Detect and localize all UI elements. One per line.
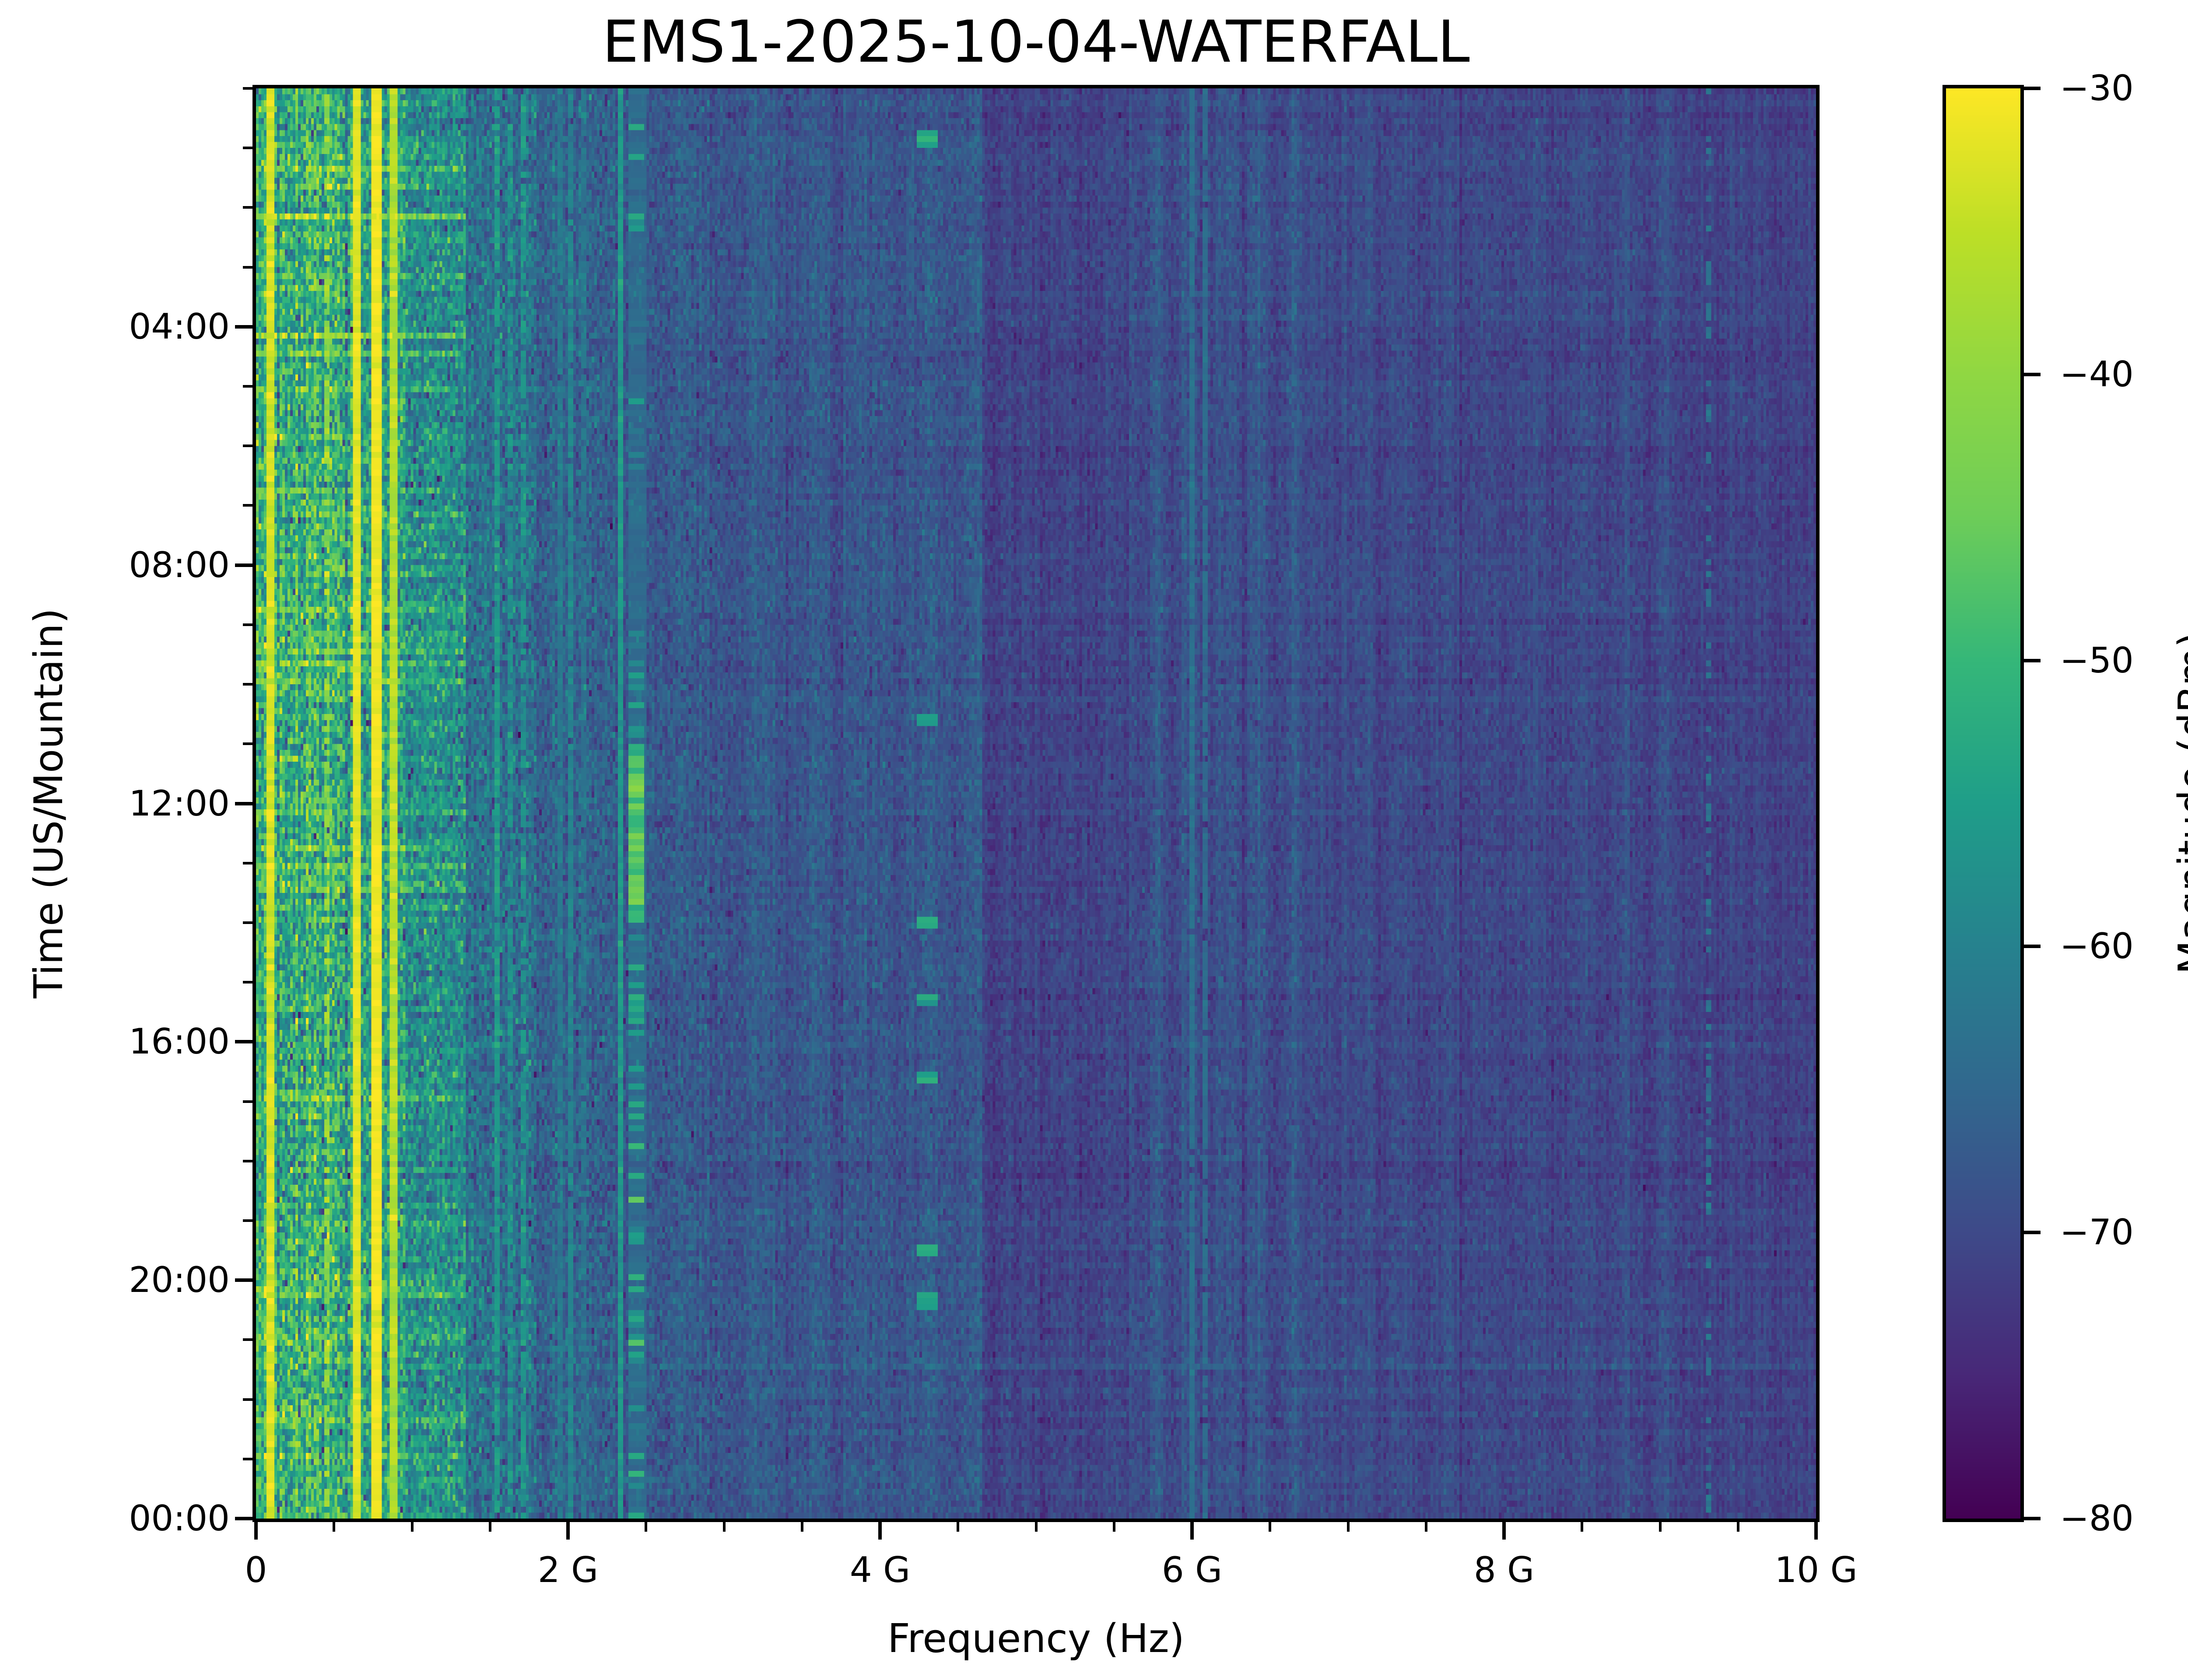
colorbar-tick-label: −30: [2060, 68, 2134, 108]
x-minor-tick: [1659, 1522, 1662, 1532]
y-minor-tick: [243, 1159, 252, 1162]
y-major-tick: [235, 802, 252, 805]
y-tick-label: 00:00: [129, 1498, 230, 1539]
y-minor-tick: [243, 206, 252, 209]
y-minor-tick: [243, 623, 252, 626]
y-minor-tick: [243, 742, 252, 746]
x-tick-label: 10 G: [1774, 1550, 1858, 1590]
x-minor-tick: [410, 1522, 414, 1532]
y-minor-tick: [243, 683, 252, 686]
y-minor-tick: [243, 444, 252, 448]
y-minor-tick: [243, 385, 252, 388]
y-tick-label: 12:00: [129, 783, 230, 824]
colorbar-tick-label: −50: [2060, 640, 2134, 681]
colorbar-gradient: [1946, 88, 2020, 1519]
x-major-tick: [1814, 1522, 1818, 1540]
x-tick-label: 0: [245, 1550, 267, 1590]
x-tick-label: 4 G: [849, 1550, 911, 1590]
x-minor-tick: [1034, 1522, 1038, 1532]
colorbar-tick: [2024, 945, 2041, 948]
x-minor-tick: [333, 1522, 336, 1532]
y-major-tick: [235, 325, 252, 329]
x-minor-tick: [1736, 1522, 1739, 1532]
y-axis-label: Time (US/Mountain): [26, 608, 72, 998]
x-minor-tick: [957, 1522, 960, 1532]
y-minor-tick: [243, 861, 252, 864]
y-tick-label: 04:00: [129, 306, 230, 347]
colorbar-frame: [1943, 85, 2024, 1522]
x-major-tick: [566, 1522, 570, 1540]
y-major-tick: [235, 563, 252, 567]
x-minor-tick: [1269, 1522, 1272, 1532]
y-minor-tick: [243, 981, 252, 984]
y-minor-tick: [243, 504, 252, 507]
y-tick-label: 16:00: [129, 1021, 230, 1062]
x-minor-tick: [1581, 1522, 1584, 1532]
waterfall-heatmap: [256, 88, 1816, 1519]
colorbar-tick: [2024, 372, 2041, 376]
y-minor-tick: [243, 1398, 252, 1401]
x-minor-tick: [800, 1522, 803, 1532]
x-tick-label: 8 G: [1473, 1550, 1535, 1590]
colorbar-label: Magnitude (dBm): [2170, 632, 2188, 975]
y-minor-tick: [243, 1457, 252, 1460]
x-major-tick: [1502, 1522, 1506, 1540]
y-major-tick: [235, 1517, 252, 1520]
x-axis-label: Frequency (Hz): [887, 1616, 1185, 1662]
x-tick-label: 6 G: [1161, 1550, 1223, 1590]
x-minor-tick: [645, 1522, 648, 1532]
chart-title: EMS1-2025-10-04-WATERFALL: [602, 8, 1470, 76]
x-minor-tick: [1424, 1522, 1427, 1532]
y-minor-tick: [243, 87, 252, 90]
x-major-tick: [1190, 1522, 1194, 1540]
y-minor-tick: [243, 147, 252, 150]
colorbar-tick-label: −80: [2060, 1498, 2134, 1539]
colorbar-tick: [2024, 87, 2041, 90]
y-major-tick: [235, 1040, 252, 1044]
x-major-tick: [254, 1522, 258, 1540]
y-minor-tick: [243, 921, 252, 924]
x-minor-tick: [722, 1522, 726, 1532]
colorbar-tick: [2024, 658, 2041, 662]
y-minor-tick: [243, 1338, 252, 1341]
colorbar-tick: [2024, 1231, 2041, 1235]
colorbar-tick-label: −70: [2060, 1212, 2134, 1253]
y-minor-tick: [243, 266, 252, 269]
x-minor-tick: [1112, 1522, 1115, 1532]
y-tick-label: 20:00: [129, 1260, 230, 1301]
x-minor-tick: [1346, 1522, 1350, 1532]
colorbar-tick-label: −40: [2060, 354, 2134, 395]
x-major-tick: [878, 1522, 882, 1540]
colorbar-tick: [2024, 1517, 2041, 1520]
y-minor-tick: [243, 1100, 252, 1103]
y-tick-label: 08:00: [129, 544, 230, 585]
x-tick-label: 2 G: [537, 1550, 599, 1590]
y-minor-tick: [243, 1219, 252, 1222]
y-major-tick: [235, 1278, 252, 1282]
colorbar-tick-label: −60: [2060, 926, 2134, 967]
plot-frame: [252, 85, 1820, 1522]
x-minor-tick: [488, 1522, 491, 1532]
